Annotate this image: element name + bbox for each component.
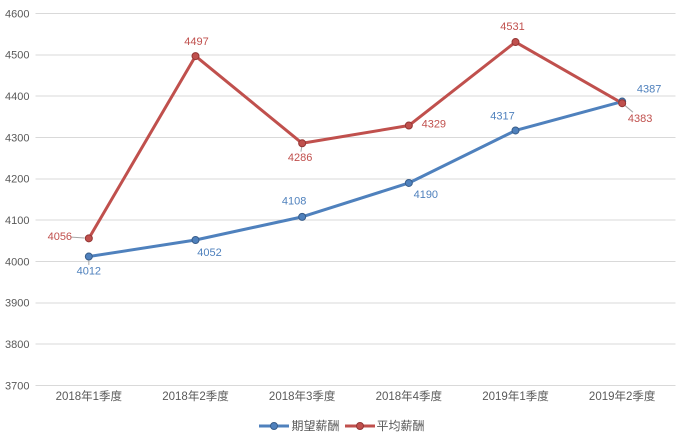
- y-axis-tick-label: 4600: [5, 8, 29, 20]
- data-point-marker-expected-salary: [191, 236, 200, 245]
- data-point-marker-average-salary: [618, 99, 627, 108]
- data-point-label-average-salary: 4531: [500, 21, 524, 33]
- data-point-label-average-salary: 4383: [628, 113, 652, 125]
- data-point-label-expected-salary: 4052: [197, 247, 221, 259]
- data-point-label-expected-salary: 4190: [414, 189, 438, 201]
- data-label-leader-line: [71, 236, 85, 239]
- data-point-marker-average-salary: [191, 52, 200, 61]
- data-point-marker-expected-salary: [404, 178, 413, 187]
- data-point-label-expected-salary: 4387: [637, 83, 661, 95]
- data-point-marker-average-salary: [298, 139, 307, 148]
- x-axis-category-label: 2018年3季度: [269, 389, 336, 403]
- data-point-marker-expected-salary: [84, 252, 93, 261]
- x-axis-category-label: 2018年1季度: [56, 389, 123, 403]
- plot-area: 3700 3800 3900 4000 4100 4200 4300 4400 4500 4600…: [5, 8, 676, 403]
- series-line-average-salary: [87, 40, 624, 240]
- x-axis-category-label: 2019年1季度: [482, 389, 549, 403]
- legend-marker-average-salary: [355, 422, 364, 430]
- chart-legend: 期望薪酬 平均薪酬: [0, 417, 684, 435]
- data-point-label-average-salary: 4329: [422, 118, 446, 130]
- data-point-label-average-salary: 4286: [288, 152, 312, 164]
- y-axis-tick-label: 4400: [5, 91, 29, 103]
- legend-marker-expected-salary: [270, 422, 279, 430]
- data-point-label-average-salary: 4056: [48, 231, 72, 243]
- legend-item-average-salary: 平均薪酬: [344, 419, 425, 433]
- legend-label-average-salary: 平均薪酬: [376, 419, 425, 433]
- y-axis-tick-label: 4500: [5, 50, 29, 62]
- series-line-expected-salary: [87, 100, 624, 259]
- data-point-label-expected-salary: 4012: [77, 265, 101, 277]
- y-axis-tick-label: 3700: [5, 380, 29, 392]
- data-point-marker-expected-salary: [511, 126, 520, 135]
- y-axis-tick-label: 4100: [5, 215, 29, 227]
- y-axis-tick-label: 3900: [5, 298, 29, 310]
- data-point-label-expected-salary: 4108: [282, 196, 306, 208]
- data-label-leader-line: [624, 105, 634, 113]
- x-axis-category-label: 2019年2季度: [589, 389, 656, 403]
- x-axis-category-label: 2018年4季度: [376, 389, 443, 403]
- data-point-marker-average-salary: [84, 234, 93, 243]
- legend-item-expected-salary: 期望薪酬: [259, 419, 340, 433]
- legend-label-expected-salary: 期望薪酬: [291, 419, 340, 433]
- x-axis-category-label: 2018年2季度: [162, 389, 229, 403]
- y-axis-tick-label: 3800: [5, 339, 29, 351]
- y-axis-tick-label: 4200: [5, 174, 29, 186]
- data-point-label-expected-salary: 4317: [490, 110, 514, 122]
- data-point-marker-average-salary: [511, 38, 520, 47]
- y-axis-tick-label: 4300: [5, 132, 29, 144]
- legend-line-marker-icon: [259, 422, 290, 430]
- data-point-marker-average-salary: [404, 121, 413, 130]
- data-point-label-average-salary: 4497: [184, 36, 208, 48]
- data-point-marker-expected-salary: [298, 212, 307, 221]
- y-axis-tick-label: 4000: [5, 256, 29, 268]
- legend-line-marker-icon: [344, 422, 375, 430]
